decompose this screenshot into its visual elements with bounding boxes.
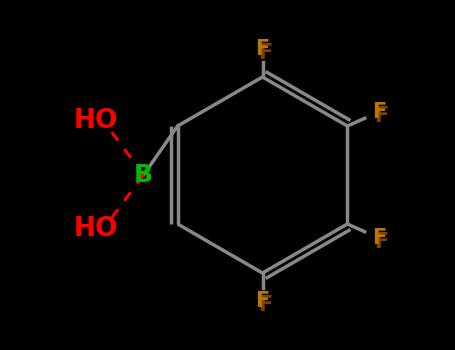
Text: F: F: [255, 291, 270, 311]
Text: F: F: [372, 102, 386, 122]
Text: HO: HO: [74, 108, 118, 134]
Text: HO: HO: [74, 216, 118, 242]
Text: F: F: [258, 295, 273, 315]
Text: F: F: [374, 106, 389, 126]
Text: F: F: [255, 39, 270, 59]
Text: F: F: [374, 232, 389, 252]
Text: F: F: [258, 43, 273, 63]
Text: B: B: [134, 163, 153, 187]
Text: F: F: [372, 228, 386, 248]
